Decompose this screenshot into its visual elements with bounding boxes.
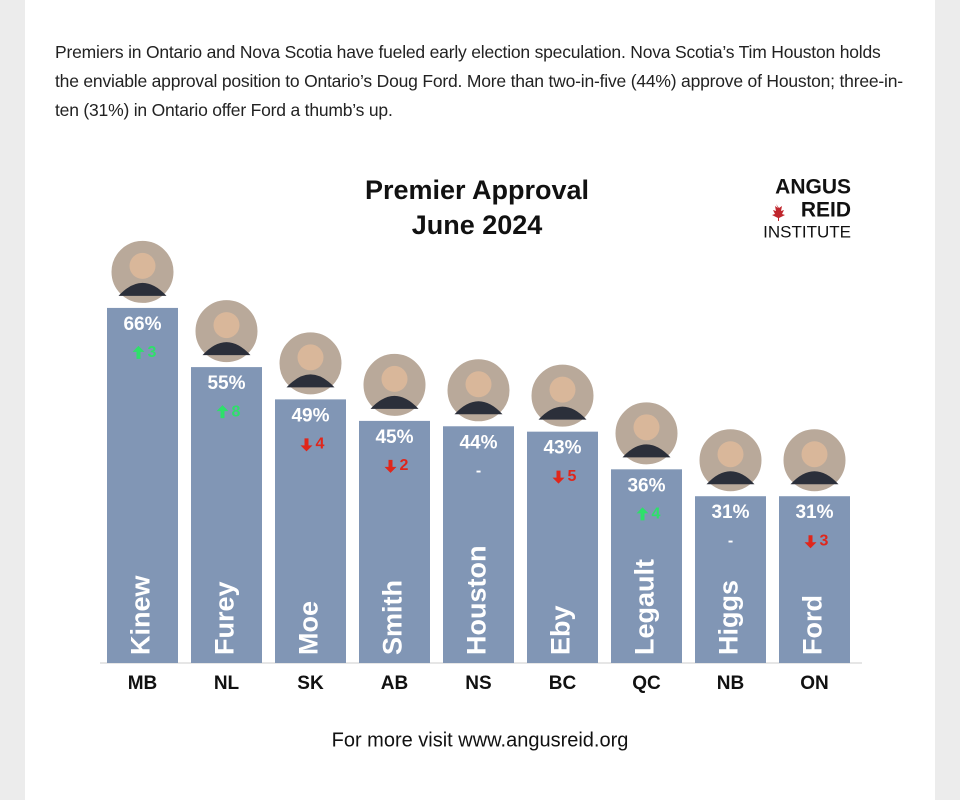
premier-name: Eby <box>546 605 576 655</box>
change-arrow <box>132 345 145 359</box>
x-tick-label: SK <box>297 673 324 694</box>
change-label: 3 <box>820 532 829 549</box>
photo-head <box>801 441 828 468</box>
photo-body <box>790 471 839 485</box>
x-tick-label: QC <box>632 673 661 694</box>
change-label: 3 <box>148 344 157 361</box>
premier-name: Kinew <box>126 574 156 655</box>
photo-head <box>549 376 576 403</box>
change-arrow <box>552 470 565 484</box>
photo-head <box>297 344 324 371</box>
change-arrow <box>384 459 397 473</box>
value-label: 31% <box>795 502 833 523</box>
value-label: 45% <box>375 427 413 448</box>
value-label: 31% <box>711 502 749 523</box>
x-tick-label: BC <box>549 673 577 694</box>
x-tick-label: ON <box>800 673 829 694</box>
photo-head <box>381 365 408 392</box>
bar <box>107 307 178 663</box>
photo-head <box>633 414 660 441</box>
photo-head <box>129 252 156 279</box>
premier-name: Furey <box>210 581 240 655</box>
bar <box>443 426 514 663</box>
logo-text: INSTITUTE <box>763 222 851 241</box>
bar <box>695 496 766 663</box>
bar <box>779 496 850 663</box>
change-label: 2 <box>400 457 409 474</box>
bar <box>611 469 682 663</box>
photo-body <box>622 444 671 458</box>
photo-body <box>706 471 755 485</box>
chart-title: Premier Approval <box>365 175 589 205</box>
value-label: 49% <box>291 405 329 426</box>
x-tick-label: NS <box>465 673 491 694</box>
photo-body <box>370 395 419 409</box>
value-label: 36% <box>627 475 665 496</box>
change-label: 4 <box>316 436 325 453</box>
premier-name: Smith <box>378 580 408 655</box>
change-label: 4 <box>652 506 661 523</box>
logo-text: REID <box>801 199 851 222</box>
premier-name: Higgs <box>714 580 744 655</box>
chart-subtitle: June 2024 <box>412 210 543 240</box>
photo-body <box>286 374 335 388</box>
x-tick-label: NL <box>214 673 240 694</box>
x-tick-label: MB <box>128 673 158 694</box>
value-label: 66% <box>123 314 161 335</box>
premier-name: Ford <box>798 595 828 655</box>
photo-head <box>213 312 240 339</box>
intro-paragraph: Premiers in Ontario and Nova Scotia have… <box>55 42 903 120</box>
bar <box>275 399 346 663</box>
change-arrow <box>300 438 313 452</box>
change-arrow <box>636 507 649 521</box>
change-label: 5 <box>568 468 577 485</box>
change-label: 8 <box>232 403 241 420</box>
photo-body <box>538 406 587 420</box>
premier-name: Houston <box>462 546 492 655</box>
photo-body <box>454 401 503 415</box>
photo-head <box>465 371 492 398</box>
bar <box>191 367 262 663</box>
footer: For more visit www.angusreid.org <box>332 729 629 751</box>
change-label: - <box>476 462 481 479</box>
logo-text: ANGUS <box>775 176 851 199</box>
photo-body <box>118 282 167 296</box>
x-tick-label: NB <box>717 673 744 694</box>
photo-head <box>717 441 744 468</box>
value-label: 43% <box>543 438 581 459</box>
bar <box>527 431 598 663</box>
premier-name: Moe <box>294 601 324 655</box>
bar <box>359 420 430 663</box>
change-arrow <box>216 405 229 419</box>
value-label: 55% <box>207 373 245 394</box>
x-tick-label: AB <box>381 673 408 694</box>
change-label: - <box>728 532 733 549</box>
maple-leaf <box>772 204 785 221</box>
value-label: 44% <box>459 432 497 453</box>
photo-body <box>202 342 251 356</box>
premier-name: Legault <box>630 559 660 655</box>
change-arrow <box>804 535 817 549</box>
